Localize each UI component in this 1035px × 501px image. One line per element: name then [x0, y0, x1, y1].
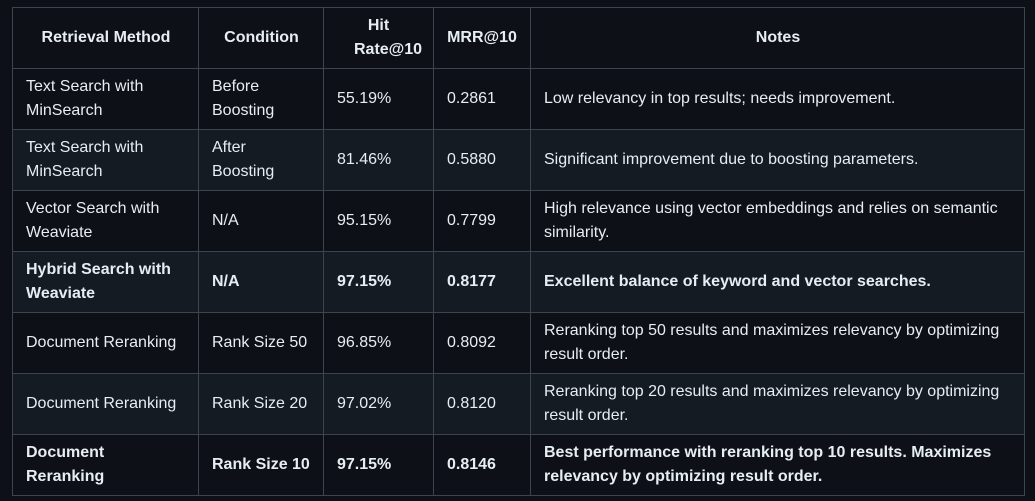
header-notes: Notes	[530, 7, 1025, 69]
cell-mrr: 0.8120	[433, 373, 531, 435]
cell-condition: Rank Size 20	[198, 373, 324, 435]
cell-condition: After Boosting	[198, 129, 324, 191]
table-row: Document Reranking Rank Size 50 96.85% 0.80…	[12, 312, 1025, 374]
cell-mrr: 0.5880	[433, 129, 531, 191]
cell-retrieval-method: Document Reranking	[12, 373, 199, 435]
cell-condition: N/A	[198, 251, 324, 313]
cell-notes: Reranking top 20 results and maximizes r…	[530, 373, 1025, 435]
table-row: Vector Search with Weaviate N/A 95.15% 0.77…	[12, 190, 1025, 252]
table-body: Text Search with MinSearch Before Boostin…	[12, 68, 1025, 496]
table-row: Document Reranking Rank Size 20 97.02% 0.81…	[12, 373, 1025, 435]
table-row: Document Reranking Rank Size 10 97.15% 0.81…	[12, 434, 1025, 496]
cell-retrieval-method: Text Search with MinSearch	[12, 129, 199, 191]
cell-hit-rate: 96.85%	[323, 312, 434, 374]
cell-notes: Low relevancy in top results; needs impr…	[530, 68, 1025, 130]
header-hit-rate: Hit Rate@10	[323, 7, 434, 69]
cell-condition: Rank Size 50	[198, 312, 324, 374]
cell-mrr: 0.8177	[433, 251, 531, 313]
cell-notes: High relevance using vector embeddings a…	[530, 190, 1025, 252]
cell-retrieval-method: Text Search with MinSearch	[12, 68, 199, 130]
cell-retrieval-method: Hybrid Search with Weaviate	[12, 251, 199, 313]
cell-hit-rate: 81.46%	[323, 129, 434, 191]
cell-mrr: 0.8146	[433, 434, 531, 496]
cell-condition: Rank Size 10	[198, 434, 324, 496]
cell-retrieval-method: Document Reranking	[12, 434, 199, 496]
header-retrieval-method: Retrieval Method	[12, 7, 199, 69]
results-table-container: Retrieval Method Condition Hit Rate@10 M…	[12, 7, 1025, 496]
cell-hit-rate: 97.02%	[323, 373, 434, 435]
cell-hit-rate: 97.15%	[323, 251, 434, 313]
cell-retrieval-method: Document Reranking	[12, 312, 199, 374]
cell-mrr: 0.7799	[433, 190, 531, 252]
cell-hit-rate: 95.15%	[323, 190, 434, 252]
table-row: Text Search with MinSearch After Boosting…	[12, 129, 1025, 191]
cell-hit-rate: 55.19%	[323, 68, 434, 130]
cell-notes: Best performance with reranking top 10 r…	[530, 434, 1025, 496]
header-row: Retrieval Method Condition Hit Rate@10 M…	[12, 7, 1025, 69]
cell-notes: Significant improvement due to boosting …	[530, 129, 1025, 191]
table-row: Text Search with MinSearch Before Boostin…	[12, 68, 1025, 130]
cell-retrieval-method: Vector Search with Weaviate	[12, 190, 199, 252]
cell-notes: Reranking top 50 results and maximizes r…	[530, 312, 1025, 374]
header-condition: Condition	[198, 7, 324, 69]
cell-mrr: 0.2861	[433, 68, 531, 130]
cell-hit-rate: 97.15%	[323, 434, 434, 496]
table-row: Hybrid Search with Weaviate N/A 97.15% 0.81…	[12, 251, 1025, 313]
results-table: Retrieval Method Condition Hit Rate@10 M…	[12, 7, 1025, 496]
cell-condition: N/A	[198, 190, 324, 252]
cell-mrr: 0.8092	[433, 312, 531, 374]
cell-notes: Excellent balance of keyword and vector …	[530, 251, 1025, 313]
header-mrr: MRR@10	[433, 7, 531, 69]
cell-condition: Before Boosting	[198, 68, 324, 130]
